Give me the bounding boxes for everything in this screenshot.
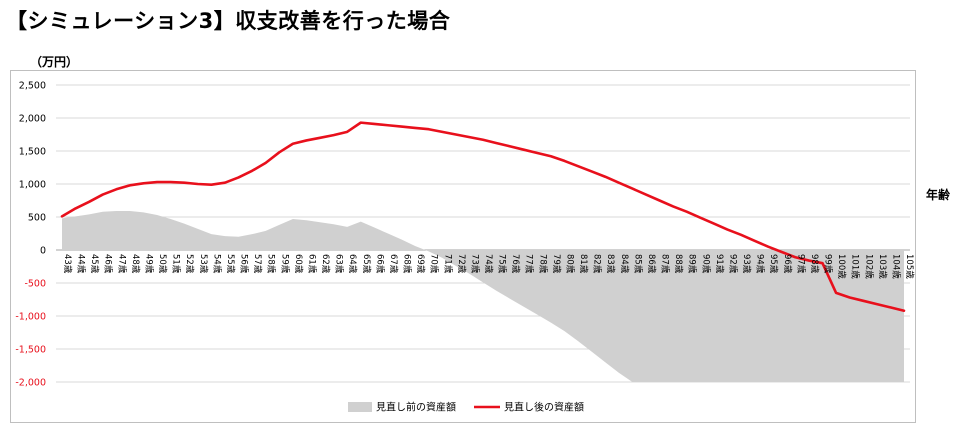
x-tick-label: 103歳 bbox=[877, 254, 888, 279]
y-tick-label: 2,000 bbox=[19, 114, 46, 125]
x-tick-label: 79歳 bbox=[551, 254, 562, 274]
x-tick-label: 82歳 bbox=[592, 254, 603, 274]
x-tick-label: 51歳 bbox=[171, 254, 182, 274]
x-tick-label: 63歳 bbox=[334, 254, 345, 274]
x-tick-label: 92歳 bbox=[727, 254, 738, 274]
x-tick-label: 58歳 bbox=[266, 254, 277, 274]
x-tick-label: 48歳 bbox=[130, 254, 141, 274]
x-axis-label: 年齢 bbox=[926, 188, 951, 202]
x-tick-label: 64歳 bbox=[347, 254, 358, 274]
x-tick-label: 84歳 bbox=[619, 254, 630, 274]
y-tick-label: -2,000 bbox=[15, 378, 46, 389]
legend: 見直し前の資産額 見直し後の資産額 bbox=[348, 401, 584, 414]
x-tick-label: 97歳 bbox=[795, 254, 806, 274]
line-series-after-review bbox=[60, 121, 906, 313]
x-tick-label: 44歳 bbox=[76, 254, 87, 274]
x-tick-label: 46歳 bbox=[103, 254, 114, 274]
x-tick-label: 89歳 bbox=[687, 254, 698, 274]
x-tick-label: 105歳 bbox=[904, 254, 915, 279]
x-tick-label: 59歳 bbox=[279, 254, 290, 274]
x-tick-label: 88歳 bbox=[673, 254, 684, 274]
x-tick-label: 90歳 bbox=[700, 254, 711, 274]
y-axis-ticks: 2,500 2,000 1,500 1,000 500 0 -500 -1,000 -1,500… bbox=[15, 81, 46, 389]
x-tick-label: 54歳 bbox=[211, 254, 222, 274]
x-tick-label: 76歳 bbox=[510, 254, 521, 274]
y-tick-label: -1,500 bbox=[15, 345, 46, 356]
x-tick-label: 66歳 bbox=[374, 254, 385, 274]
y-tick-label: -500 bbox=[24, 279, 46, 290]
x-tick-label: 93歳 bbox=[741, 254, 752, 274]
chart-frame bbox=[10, 70, 916, 423]
x-tick-label: 87歳 bbox=[660, 254, 671, 274]
y-tick-label: 2,500 bbox=[19, 81, 46, 92]
y-tick-label: 0 bbox=[40, 246, 46, 257]
x-tick-label: 78歳 bbox=[537, 254, 548, 274]
x-tick-label: 94歳 bbox=[755, 254, 766, 274]
area-series bbox=[62, 211, 904, 382]
x-tick-label: 95歳 bbox=[768, 254, 779, 274]
x-tick-label: 57歳 bbox=[252, 254, 263, 274]
x-tick-label: 73歳 bbox=[469, 254, 480, 274]
x-tick-label: 104歳 bbox=[890, 254, 901, 279]
x-tick-label: 47歳 bbox=[116, 254, 127, 274]
x-tick-label: 68歳 bbox=[402, 254, 413, 274]
x-tick-label: 71歳 bbox=[442, 254, 453, 274]
x-tick-label: 77歳 bbox=[524, 254, 535, 274]
x-tick-label: 75歳 bbox=[497, 254, 508, 274]
x-tick-label: 101歳 bbox=[850, 254, 861, 279]
x-tick-label: 50歳 bbox=[157, 254, 168, 274]
x-tick-label: 56歳 bbox=[239, 254, 250, 274]
x-tick-label: 83歳 bbox=[605, 254, 616, 274]
x-tick-label: 45歳 bbox=[89, 254, 100, 274]
x-tick-label: 60歳 bbox=[293, 254, 304, 274]
x-tick-label: 91歳 bbox=[714, 254, 725, 274]
x-tick-label: 96歳 bbox=[782, 254, 793, 274]
x-tick-label: 74歳 bbox=[483, 254, 494, 274]
legend-label-after-review: 見直し後の資産額 bbox=[504, 401, 584, 414]
x-tick-label: 86歳 bbox=[646, 254, 657, 274]
x-tick-label: 49歳 bbox=[143, 254, 154, 274]
x-tick-label: 100歳 bbox=[836, 254, 847, 279]
x-tick-label: 98歳 bbox=[809, 254, 820, 274]
x-tick-label: 85歳 bbox=[632, 254, 643, 274]
y-tick-label: 500 bbox=[28, 213, 46, 224]
x-tick-label: 43歳 bbox=[62, 254, 73, 274]
x-tick-label: 99歳 bbox=[823, 254, 834, 274]
x-tick-label: 53歳 bbox=[198, 254, 209, 274]
x-axis-ticks: 43歳 44歳 45歳 46歳 47歳 48歳 49歳 50歳 51歳 52歳 53歳 54歳 55歳 5… bbox=[62, 254, 915, 279]
area-series-before-review bbox=[62, 211, 904, 382]
x-tick-label: 52歳 bbox=[184, 254, 195, 274]
x-tick-label: 67歳 bbox=[388, 254, 399, 274]
y-tick-label: -1,000 bbox=[15, 312, 46, 323]
y-tick-label: 1,500 bbox=[19, 147, 46, 158]
legend-swatch-area bbox=[348, 402, 372, 412]
x-tick-label: 102歳 bbox=[863, 254, 874, 279]
x-tick-label: 69歳 bbox=[415, 254, 426, 274]
legend-label-before-review: 見直し前の資産額 bbox=[376, 401, 456, 414]
x-tick-label: 62歳 bbox=[320, 254, 331, 274]
x-tick-label: 70歳 bbox=[429, 254, 440, 274]
line-series bbox=[60, 121, 906, 313]
x-tick-label: 81歳 bbox=[578, 254, 589, 274]
y-tick-label: 1,000 bbox=[19, 180, 46, 191]
page-title: 【シミュレーション3】収支改善を行った場合 bbox=[6, 9, 451, 33]
x-tick-label: 72歳 bbox=[456, 254, 467, 274]
y-axis-unit-label: （万円） bbox=[30, 55, 79, 69]
x-tick-label: 80歳 bbox=[564, 254, 575, 274]
x-tick-label: 65歳 bbox=[361, 254, 372, 274]
x-tick-label: 55歳 bbox=[225, 254, 236, 274]
x-tick-label: 61歳 bbox=[306, 254, 317, 274]
